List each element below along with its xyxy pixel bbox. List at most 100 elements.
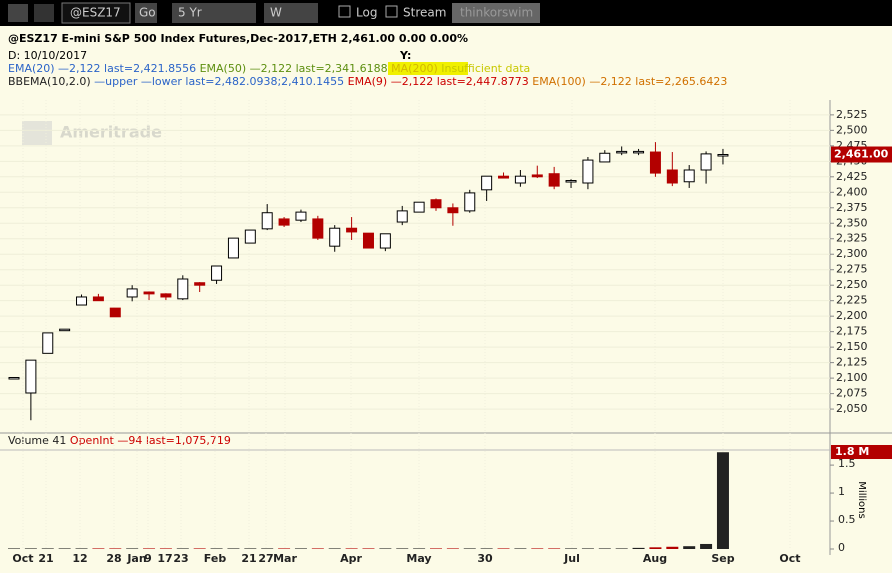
go-button[interactable]	[135, 3, 157, 23]
volume-bar	[92, 548, 105, 549]
volume-bar	[548, 548, 561, 549]
x-tick-label: 28	[106, 552, 121, 565]
candle-body	[295, 211, 307, 221]
volume-bar	[632, 547, 645, 549]
bbema-value: —upper —lower last=2,482.0938;2,410.1455	[94, 75, 344, 88]
volume-bar	[311, 548, 324, 549]
volume-bar	[514, 548, 527, 549]
x-tick-label: May	[406, 552, 431, 565]
y-tick-label: 2,400	[836, 185, 868, 198]
candle-body	[413, 201, 425, 213]
volume-bar	[396, 548, 409, 549]
candle-body	[717, 154, 729, 157]
watermark-logo	[22, 121, 52, 145]
study-line-2: BBEMA(10,2.0) —upper —lower last=2,482.0…	[8, 75, 727, 88]
symbol-box[interactable]	[61, 2, 131, 24]
change-pct: 0.00%	[430, 32, 468, 45]
ema100-value: —2,122 last=2,265.6423	[589, 75, 727, 88]
y-tick-label: 2,175	[836, 325, 868, 338]
candle-body	[548, 173, 560, 187]
volume-bar	[109, 548, 122, 549]
x-tick-label: 9	[144, 552, 152, 565]
volume-bar	[294, 548, 307, 549]
aggregation-select[interactable]	[264, 3, 318, 23]
candle-body	[278, 218, 290, 226]
candle-body	[447, 207, 459, 214]
ema50-value: —2,122 last=2,341.6188	[250, 62, 388, 75]
volume-bar	[362, 548, 375, 549]
x-tick-label: Feb	[204, 552, 227, 565]
volume-bar	[666, 546, 679, 549]
volume-bar	[278, 548, 291, 549]
candle-body	[109, 307, 121, 318]
y-tick-label: 2,050	[836, 402, 868, 415]
candle-body	[683, 169, 695, 183]
y-tick-label: 2,225	[836, 294, 868, 307]
x-tick-label: Oct	[12, 552, 33, 565]
back-button[interactable]	[8, 4, 28, 22]
y-tick-label: 2,325	[836, 232, 868, 245]
ma200-value: Insufficient data	[441, 62, 530, 75]
volume-last-box	[831, 445, 892, 459]
y-tick-label: 2,525	[836, 108, 868, 121]
x-tick-label: Aug	[643, 552, 667, 565]
period-select[interactable]	[172, 3, 256, 23]
volume-bar	[531, 548, 544, 549]
candle-body	[329, 227, 341, 247]
last-price-box	[831, 146, 892, 163]
candle-body	[514, 175, 526, 184]
candle-body	[312, 218, 324, 239]
x-tick-label: Apr	[340, 552, 362, 565]
volume-bar	[716, 452, 729, 549]
y-tick-label: 2,200	[836, 309, 868, 322]
volume-bar	[227, 548, 240, 549]
volume-bar	[176, 548, 189, 549]
x-tick-label: 12	[72, 552, 87, 565]
ema100: EMA(100)	[532, 75, 586, 88]
ema20: EMA(20)	[8, 62, 55, 75]
y-tick-label: 2,075	[836, 387, 868, 400]
volume-bar	[615, 548, 628, 549]
x-tick-label: 17	[157, 552, 172, 565]
candle-body	[616, 150, 628, 154]
highlight	[388, 62, 468, 75]
candle-body	[194, 282, 206, 286]
volume-bar	[700, 543, 713, 549]
ema9-value: —2,122 last=2,447.8773	[391, 75, 529, 88]
volume-bar	[244, 548, 257, 549]
candle-body	[396, 210, 408, 223]
candle-body	[227, 237, 239, 259]
candle-body	[59, 328, 71, 332]
x-tick-label: 30	[477, 552, 493, 565]
volume-bar	[159, 548, 172, 549]
ema50: EMA(50)	[200, 62, 247, 75]
y-tick-label: 2,250	[836, 278, 868, 291]
date: D: 10/10/2017	[8, 49, 87, 62]
volume-title: Volume 41	[8, 434, 66, 447]
volume-bar	[649, 547, 662, 549]
candle-body	[531, 174, 543, 178]
volume-bar	[75, 548, 88, 549]
candle-body	[8, 376, 20, 380]
change: 0.00	[399, 32, 426, 45]
candle-body	[346, 227, 358, 233]
volume-bar	[328, 548, 341, 549]
y-tick-label: 2,375	[836, 201, 868, 214]
volume-bar	[8, 548, 20, 549]
volume-bar	[24, 548, 37, 549]
period: 5 Yr	[178, 6, 202, 20]
candle-body	[666, 169, 678, 184]
last: 2,461.00	[341, 32, 396, 45]
log-checkbox[interactable]	[338, 5, 351, 18]
y-tick-label: 2,500	[836, 123, 868, 136]
forward-button[interactable]	[34, 4, 54, 22]
x-tick-label: 27	[258, 552, 273, 565]
brand-button[interactable]	[452, 3, 540, 23]
candle-body	[261, 212, 273, 230]
stream-checkbox[interactable]	[385, 5, 398, 18]
volume-tick-label: 0	[838, 541, 845, 554]
y-tick-label: 2,275	[836, 263, 868, 276]
x-tick-label: 21	[38, 552, 53, 565]
y-tick-label: 2,150	[836, 340, 868, 353]
y-tick-label: 2,100	[836, 371, 868, 384]
